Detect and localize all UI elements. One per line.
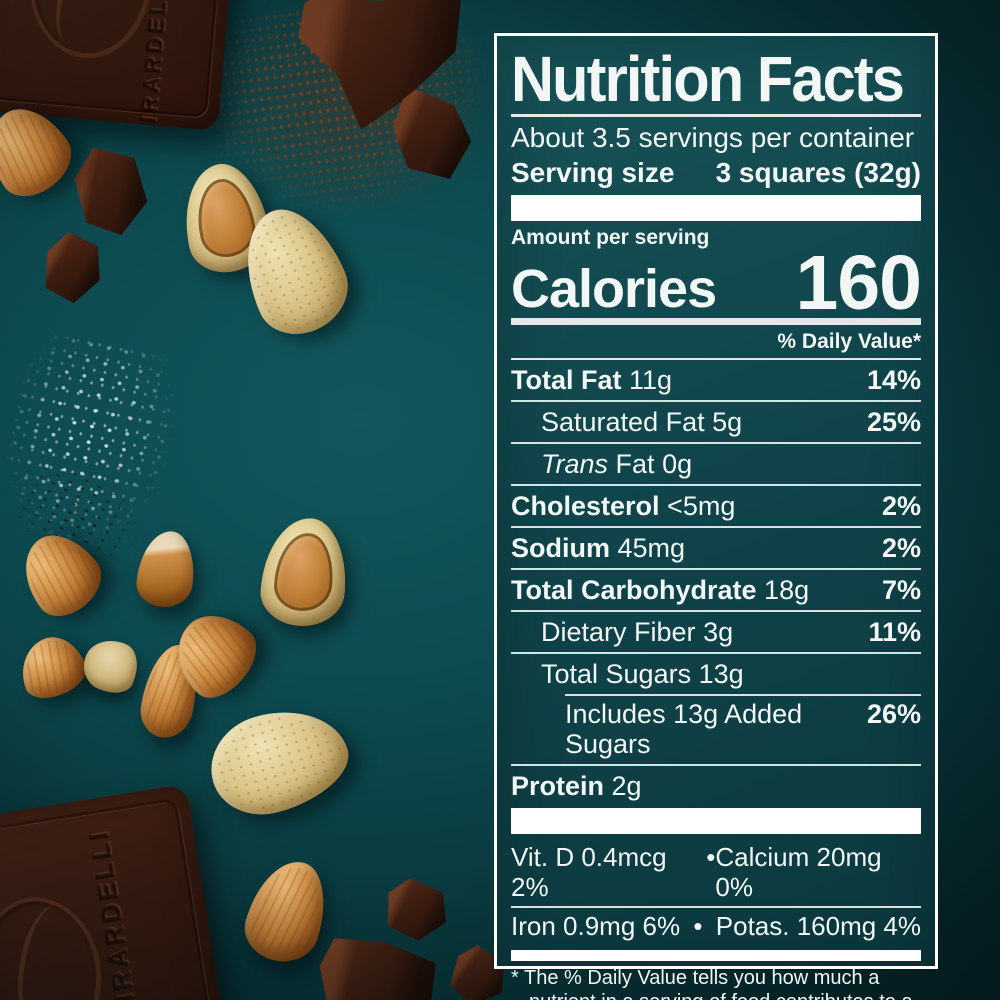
nutrient-row-total-sugars: Total Sugars 13g xyxy=(511,651,921,694)
servings-per-container: About 3.5 servings per container xyxy=(511,122,915,153)
almond-kernel xyxy=(272,531,336,613)
nutrient-amount: 13g xyxy=(698,658,744,689)
micronutrient-left: Vit. D 0.4mcg 2% xyxy=(511,841,667,902)
chocolate-square-bottom: GHIRARDELLI xyxy=(0,783,227,1000)
nutrition-title: Nutrition Facts xyxy=(511,43,905,115)
footnote-symbol: * xyxy=(511,967,519,990)
daily-value-header: % Daily Value* xyxy=(777,329,921,353)
nutrient-dv: 11% xyxy=(868,616,921,647)
divider xyxy=(511,357,921,360)
serving-size-value: 3 squares (32g) xyxy=(715,157,921,189)
nutrient-row-total-carbohydrate: Total Carbohydrate 18g 7% xyxy=(511,567,921,610)
nutrient-name: Protein xyxy=(511,770,605,801)
nutrient-dv: 25% xyxy=(866,406,921,437)
bullet-separator: • xyxy=(693,911,703,942)
micronutrient-row-2: Iron 0.9mg 6% • Potas. 160mg 4% xyxy=(511,906,921,946)
nutrient-name-italic: Trans xyxy=(541,448,609,479)
nutrient-amount: 11g xyxy=(629,364,673,395)
chocolate-chunk xyxy=(71,143,150,240)
nutrient-amount: 18g xyxy=(764,574,810,605)
nutrient-row-trans-fat: Trans Fat 0g xyxy=(511,441,921,484)
nutrition-label: Nutrition Facts About 3.5 servings per c… xyxy=(494,33,938,1000)
almond xyxy=(237,851,337,971)
micronutrient-left: Iron 0.9mg 6% xyxy=(511,911,681,942)
amount-per-serving: Amount per serving xyxy=(511,226,710,250)
chocolate-chunk xyxy=(318,933,438,1000)
nutrient-amount: 3g xyxy=(703,616,734,647)
nutrient-amount: 0g xyxy=(662,448,693,479)
nutrient-name: Total Carbohydrate xyxy=(511,574,757,605)
nutrient-name: Cholesterol xyxy=(511,490,660,521)
nutrient-amount: 5g xyxy=(712,406,743,437)
nutrient-row-saturated-fat: Saturated Fat 5g 25% xyxy=(511,399,921,442)
bullet-separator: • xyxy=(706,841,716,872)
nutrient-row-protein: Protein 2g xyxy=(511,763,921,806)
nutrient-row-added-sugars: Includes 13g Added Sugars 26% xyxy=(511,693,921,764)
nutrient-amount: 45mg xyxy=(617,532,686,563)
nutrient-dv: 7% xyxy=(881,574,921,605)
nutrient-dv: 2% xyxy=(881,532,921,563)
micronutrient-right: Calcium 20mg 0% xyxy=(715,841,882,902)
micronutrient-row-1: Vit. D 0.4mcg 2% • Calcium 20mg 0% xyxy=(511,839,921,907)
serving-size-label: Serving size xyxy=(511,157,675,189)
divider-medium xyxy=(511,950,921,962)
nutrient-dv: 2% xyxy=(881,490,921,521)
almond-split-shell xyxy=(258,515,350,629)
nutrient-name: Includes 13g Added Sugars xyxy=(565,698,803,759)
nutrient-row-sodium: Sodium 45mg 2% xyxy=(511,525,921,568)
nutrient-row-total-fat: Total Fat 11g 14% xyxy=(511,360,921,400)
serving-size-row: Serving size 3 squares (32g) xyxy=(511,157,921,189)
nutrient-name: Saturated Fat xyxy=(541,406,705,437)
calories-value: 160 xyxy=(795,240,922,327)
micronutrient-right: Potas. 160mg 4% xyxy=(715,911,921,942)
chocolate-chunk xyxy=(381,875,452,945)
almond-shell-fragment xyxy=(75,631,147,701)
almond xyxy=(12,628,92,706)
nutrient-amount: <5mg xyxy=(667,490,736,521)
divider-thick xyxy=(511,195,921,222)
divider xyxy=(511,317,921,325)
nutrient-amount: 2g xyxy=(611,770,642,801)
nutrient-name: Total Sugars xyxy=(541,658,692,689)
nutrient-name: Dietary Fiber xyxy=(541,616,696,647)
nutrient-name: Fat xyxy=(615,448,655,479)
divider xyxy=(511,114,921,117)
calories-row: Calories 160 xyxy=(511,240,922,327)
divider-thick xyxy=(511,807,921,834)
nutrient-row-cholesterol: Cholesterol <5mg 2% xyxy=(511,483,921,526)
nutrient-name: Sodium xyxy=(511,532,610,563)
almond-in-shell xyxy=(199,694,359,828)
nutrient-row-dietary-fiber: Dietary Fiber 3g 11% xyxy=(511,609,921,652)
daily-value-footnote: * The % Daily Value tells you how much a… xyxy=(511,966,921,1000)
nutrient-name: Total Fat xyxy=(511,364,622,395)
nutrient-dv: 14% xyxy=(866,364,921,395)
calories-label: Calories xyxy=(511,258,717,319)
nutrient-dv: 26% xyxy=(866,698,921,729)
chocolate-chunk xyxy=(37,228,110,308)
footnote-text: The % Daily Value tells you how much a n… xyxy=(524,967,913,1000)
